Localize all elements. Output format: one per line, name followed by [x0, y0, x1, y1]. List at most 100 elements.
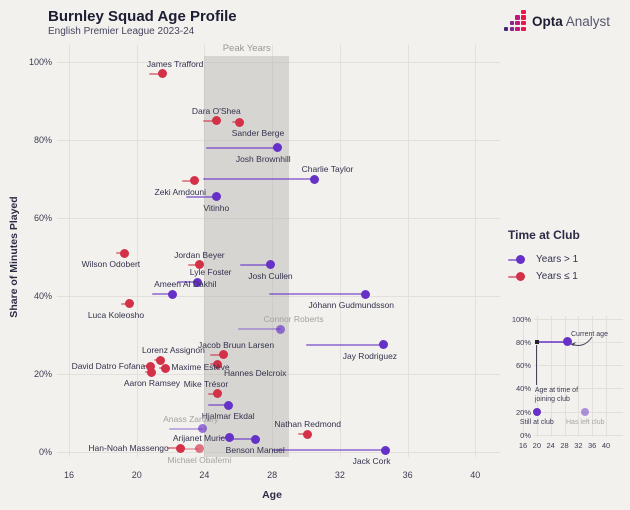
- opta-logo-square: [521, 9, 526, 14]
- x-tick-label: 36: [402, 470, 413, 480]
- player-dot: [189, 176, 199, 186]
- inset-grid-line-horizontal: [534, 365, 623, 367]
- player-dot: [167, 289, 177, 299]
- player-dot: [120, 248, 130, 258]
- peak-years-label: Peak Years: [222, 43, 271, 54]
- player-dot: [198, 424, 208, 434]
- player-label: Josh Cullen: [248, 270, 293, 281]
- player-dot: [303, 429, 313, 439]
- y-tick-label: 0%: [38, 447, 52, 457]
- grid-line-horizontal: [57, 62, 500, 63]
- inset-still-at-club-dot: [532, 407, 541, 416]
- inset-grid-line-horizontal: [534, 341, 623, 343]
- opta-logo-square: [515, 20, 520, 26]
- player-dot: [157, 69, 167, 79]
- inset-grid-line-horizontal: [534, 388, 623, 390]
- inset-y-tick-label: 0%: [520, 431, 531, 440]
- inset-current-age-annotation: Current age: [571, 331, 608, 338]
- legend-item-years-gt-1: Years > 1: [508, 251, 580, 268]
- player-dot: [155, 355, 165, 365]
- player-joining-line: [207, 404, 229, 407]
- player-label: Arijanet Muric: [172, 432, 225, 443]
- player-joining-line: [306, 343, 384, 346]
- legend-time-at-club: Time at Club Years > 1 Years ≤ 1: [508, 228, 580, 285]
- x-tick-label: 40: [470, 470, 481, 480]
- opta-logo-icon: [503, 9, 527, 33]
- inset-grid-line-vertical: [564, 316, 566, 437]
- player-dot: [272, 143, 282, 153]
- player-joining-line: [177, 281, 198, 284]
- player-label: Jóhann Gudmundsson: [308, 300, 395, 311]
- player-label: Aaron Ramsey: [123, 378, 181, 389]
- player-joining-line: [151, 293, 173, 296]
- player-label: Sander Berge: [231, 128, 285, 139]
- player-dot: [225, 433, 235, 443]
- y-tick-label: 20%: [33, 369, 52, 379]
- player-joining-line: [268, 293, 366, 296]
- player-joining-line: [168, 427, 203, 430]
- player-label: Nathan Redmond: [274, 419, 342, 430]
- player-joining-line: [272, 449, 386, 452]
- inset-x-tick-label: 40: [601, 441, 611, 450]
- grid-line-vertical: [204, 45, 206, 457]
- player-joining-line: [202, 178, 315, 180]
- player-label: Hannes Delcroix: [223, 368, 287, 379]
- page-subtitle: English Premier League 2023-24: [48, 26, 195, 37]
- player-dot: [176, 443, 186, 453]
- player-label: Jordan Beyer: [174, 249, 225, 260]
- inset-still-at-club-label: Still at club: [519, 418, 554, 426]
- y-tick-label: 80%: [33, 135, 52, 145]
- inset-joining-square: [534, 339, 539, 344]
- player-label: James Trafford: [146, 58, 204, 69]
- player-joining-line: [182, 179, 195, 182]
- player-dot: [379, 340, 389, 350]
- inset-grid-line-horizontal: [534, 435, 623, 436]
- player-label: Charlie Taylor: [301, 164, 354, 174]
- inset-joining-annotation-line: [536, 344, 538, 385]
- inset-current-age-dot: [563, 337, 573, 347]
- y-tick-label: 40%: [33, 291, 52, 301]
- player-dot: [161, 363, 170, 373]
- player-joining-line: [229, 438, 256, 441]
- player-dot: [276, 324, 286, 334]
- current-age-arrow: [570, 336, 593, 346]
- inset-grid-line-horizontal: [534, 318, 623, 320]
- opta-logo-square: [509, 20, 515, 26]
- opta-analyst-logo: Opta Analyst: [503, 9, 610, 33]
- x-tick-label: 28: [267, 470, 278, 480]
- player-label: Hjalmar Ekdal: [201, 411, 255, 422]
- player-joining-line: [185, 195, 217, 198]
- player-label: Josh Brownhill: [235, 153, 291, 164]
- player-dot: [235, 117, 245, 127]
- inset-x-tick-label: 32: [574, 441, 583, 450]
- player-dot: [360, 289, 370, 299]
- player-joining-line: [219, 436, 230, 439]
- x-tick-label: 16: [63, 470, 74, 480]
- player-dot: [211, 116, 221, 125]
- player-dot: [211, 192, 221, 202]
- x-axis-label: Age: [262, 489, 282, 501]
- grid-line-horizontal: [57, 452, 500, 453]
- player-label: Jack Cork: [352, 456, 391, 467]
- opta-logo-square: [521, 15, 526, 20]
- inset-example-line: [536, 340, 568, 343]
- player-dot: [218, 350, 228, 359]
- legend-label: Years > 1: [536, 254, 579, 265]
- inset-y-tick-label: 40%: [515, 384, 531, 394]
- legend-item-years-le-1: Years ≤ 1: [508, 268, 580, 285]
- grid-line-vertical: [69, 45, 70, 457]
- player-label: Connor Roberts: [263, 314, 324, 325]
- player-label: Anass Zaroury: [163, 413, 219, 424]
- player-joining-line: [187, 263, 200, 266]
- inset-y-tick-label: 100%: [511, 314, 531, 324]
- inset-grid-line-vertical: [606, 316, 608, 437]
- inset-x-tick-label: 28: [560, 441, 569, 450]
- player-label: Luca Koleosho: [87, 309, 145, 320]
- player-dot: [265, 260, 275, 270]
- opta-logo-square: [515, 26, 520, 32]
- player-label: Zeki Amdouni: [154, 186, 207, 197]
- legend-title: Time at Club: [508, 228, 580, 242]
- player-label: Mike Trésor: [183, 378, 229, 389]
- inset-grid-line-vertical: [536, 316, 538, 437]
